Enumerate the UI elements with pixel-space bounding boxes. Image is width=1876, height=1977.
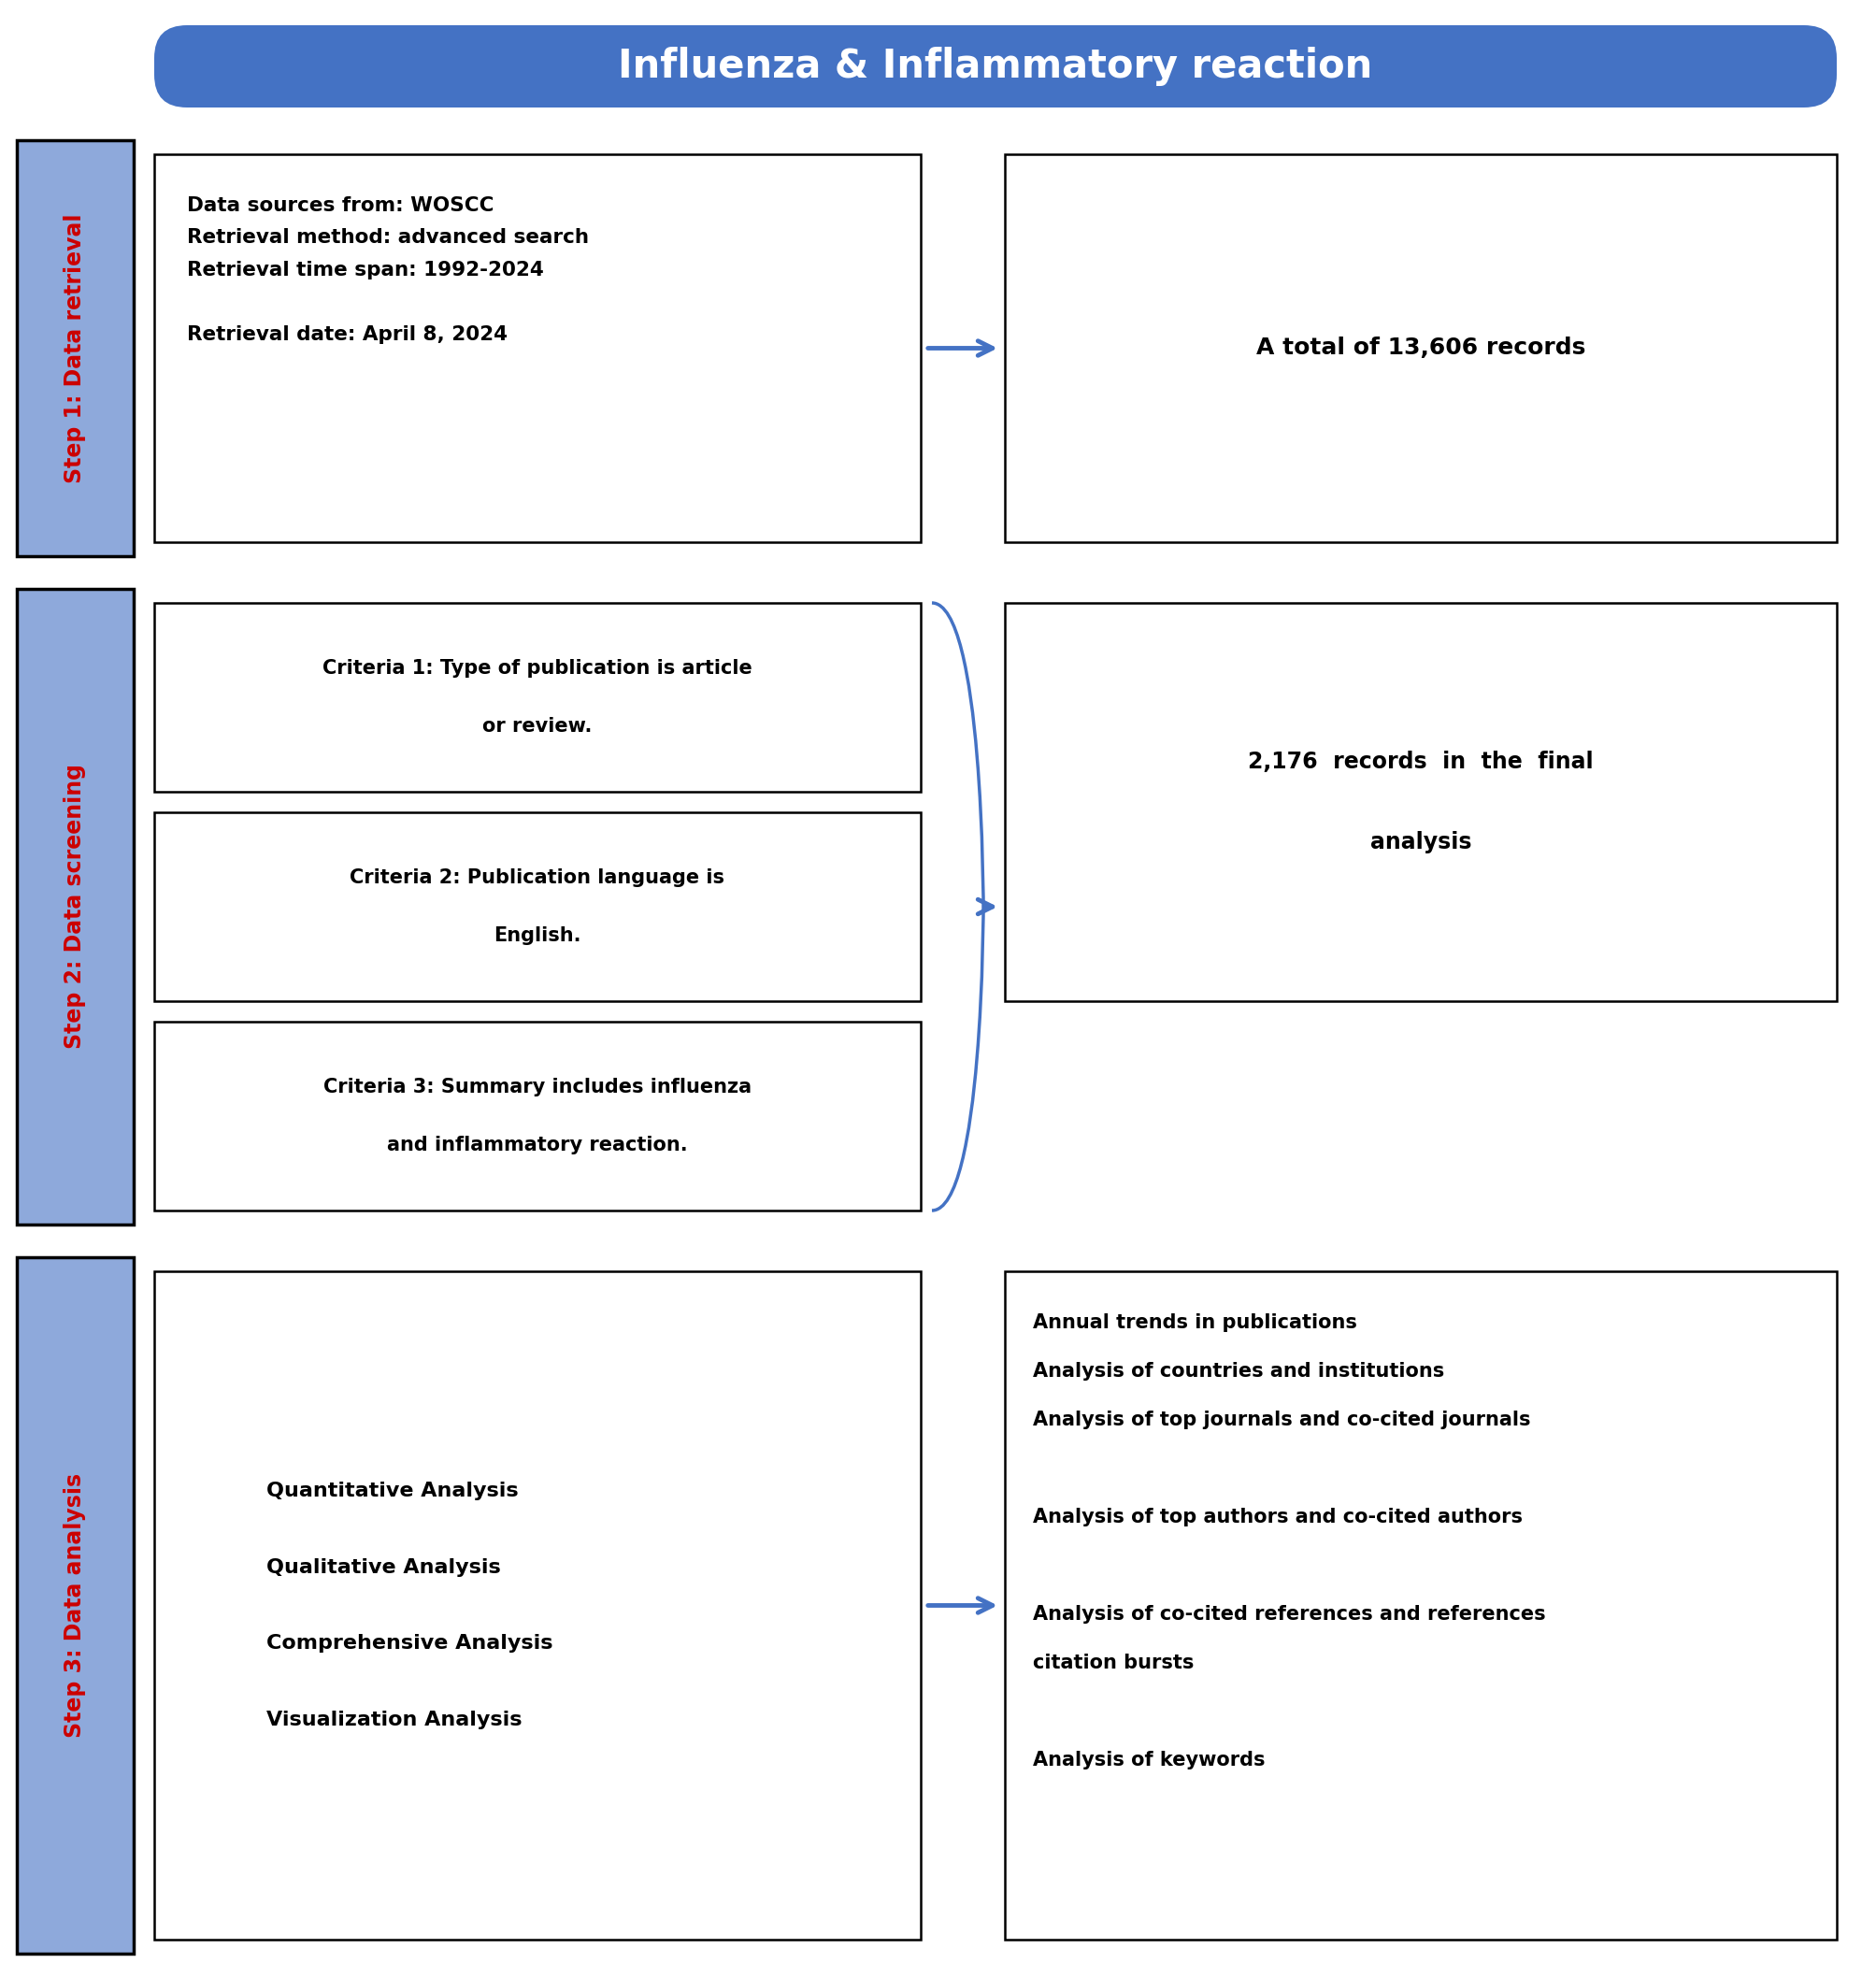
Text: Data sources from: WOSCC
Retrieval method: advanced search
Retrieval time span: : Data sources from: WOSCC Retrieval metho… [188,196,589,344]
Text: citation bursts: citation bursts [1032,1653,1193,1673]
Text: Annual trends in publications: Annual trends in publications [1032,1313,1356,1332]
Text: Analysis of co-cited references and references: Analysis of co-cited references and refe… [1032,1605,1546,1623]
Text: A total of 13,606 records: A total of 13,606 records [1255,336,1585,360]
Text: Analysis of countries and institutions: Analysis of countries and institutions [1032,1362,1445,1380]
Text: Criteria 1: Type of publication is article

or review.: Criteria 1: Type of publication is artic… [323,658,752,735]
FancyBboxPatch shape [154,154,921,542]
Text: Analysis of top journals and co-cited journals: Analysis of top journals and co-cited jo… [1032,1410,1529,1429]
FancyBboxPatch shape [154,26,1837,107]
Text: 2,176  records  in  the  final

analysis: 2,176 records in the final analysis [1248,751,1593,854]
FancyBboxPatch shape [154,603,921,791]
FancyBboxPatch shape [1004,154,1837,542]
Text: Influenza & Inflammatory reaction: Influenza & Inflammatory reaction [617,47,1371,85]
Text: Quantitative Analysis

Qualitative Analysis

Comprehensive Analysis

Visualizati: Quantitative Analysis Qualitative Analys… [266,1481,553,1730]
FancyBboxPatch shape [154,1022,921,1210]
FancyBboxPatch shape [1004,603,1837,1000]
Text: Step 1: Data retrieval: Step 1: Data retrieval [64,214,86,482]
Text: Criteria 2: Publication language is

English.: Criteria 2: Publication language is Engl… [351,868,724,945]
FancyBboxPatch shape [17,140,133,556]
FancyBboxPatch shape [17,1257,133,1953]
FancyBboxPatch shape [154,1271,921,1939]
FancyBboxPatch shape [1004,1271,1837,1939]
Text: Criteria 3: Summary includes influenza

and inflammatory reaction.: Criteria 3: Summary includes influenza a… [323,1077,750,1155]
FancyBboxPatch shape [154,813,921,1000]
Text: Step 3: Data analysis: Step 3: Data analysis [64,1473,86,1738]
Text: Analysis of top authors and co-cited authors: Analysis of top authors and co-cited aut… [1032,1508,1521,1526]
Text: Step 2: Data screening: Step 2: Data screening [64,765,86,1050]
Text: Analysis of keywords: Analysis of keywords [1032,1752,1264,1769]
FancyBboxPatch shape [17,589,133,1224]
